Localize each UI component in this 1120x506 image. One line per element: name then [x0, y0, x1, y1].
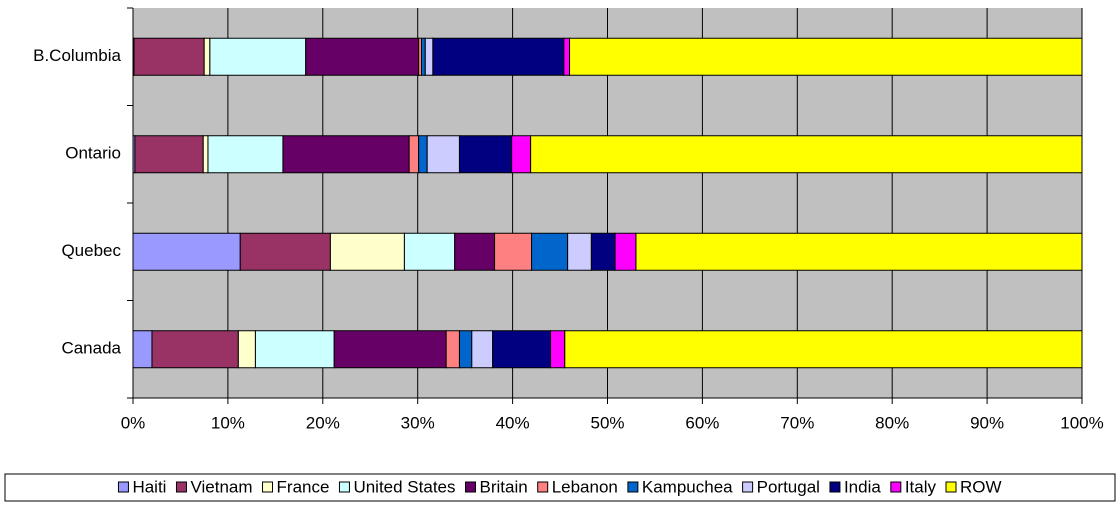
legend: Haiti Vietnam France United States Britain Le… [117, 477, 1002, 496]
bar-segment [550, 330, 566, 369]
bar-segment [424, 37, 434, 76]
bar-segment [203, 37, 211, 76]
bar-segment [635, 232, 1083, 271]
legend-label: Lebanon [552, 477, 618, 496]
legend-swatch [338, 481, 350, 493]
bar-segment [511, 135, 532, 174]
bar-segment [418, 135, 428, 174]
bar-segment [329, 232, 405, 271]
legend-label: ROW [960, 477, 1002, 496]
legend-label: France [277, 477, 330, 496]
legend-swatch [627, 481, 639, 493]
bar-segment [207, 135, 284, 174]
bar-segment [458, 330, 473, 369]
legend-label: Haiti [132, 477, 166, 496]
y-tick-label: Canada [61, 339, 121, 358]
bar-segment [531, 232, 569, 271]
y-tick-label: Ontario [65, 144, 121, 163]
bar-segment [563, 37, 571, 76]
bar-segment [420, 37, 426, 76]
legend-box [4, 473, 1116, 502]
bar-segment [426, 135, 460, 174]
legend-swatch [945, 481, 957, 493]
bar-segment [282, 135, 410, 174]
bar-segment [471, 330, 494, 369]
bar-segment [567, 232, 592, 271]
x-tick-label: 70% [780, 413, 814, 432]
x-tick-label: 30% [401, 413, 435, 432]
legend-swatch [465, 481, 477, 493]
legend-swatch [262, 481, 274, 493]
x-tick-label: 90% [970, 413, 1004, 432]
x-tick-label: 60% [685, 413, 719, 432]
bar-segment [202, 135, 209, 174]
bar-segment [333, 330, 447, 369]
x-tick-label: 50% [590, 413, 624, 432]
bar-segment [458, 135, 513, 174]
bar-segment [151, 330, 239, 369]
bar-segment [209, 37, 307, 76]
legend-label: India [844, 477, 881, 496]
x-tick-label: 20% [306, 413, 340, 432]
bar-segment [254, 330, 335, 369]
bar-segment [564, 330, 1083, 369]
bar-segment [492, 330, 552, 369]
x-tick-label: 40% [496, 413, 530, 432]
bar-segment [614, 232, 637, 271]
legend-label: United States [353, 477, 455, 496]
legend-swatch [175, 481, 187, 493]
x-tick-label: 80% [875, 413, 909, 432]
bar-segment [403, 232, 456, 271]
bar-segment [432, 37, 565, 76]
y-tick-label: Quebec [61, 241, 121, 260]
legend-label: Kampuchea [642, 477, 733, 496]
x-tick-label: 100% [1060, 413, 1103, 432]
bar-segment [132, 330, 153, 369]
bar-segment [134, 135, 204, 174]
bar-segment [408, 135, 420, 174]
bar-segment [132, 232, 241, 271]
legend-swatch [742, 481, 754, 493]
legend-swatch [829, 481, 841, 493]
x-tick-label: 10% [211, 413, 245, 432]
bar-segment [454, 232, 496, 271]
bar-segment [445, 330, 460, 369]
legend-label: Italy [905, 477, 937, 496]
legend-label: Britain [480, 477, 528, 496]
bar-segment [237, 330, 256, 369]
y-tick-label: B.Columbia [33, 46, 121, 65]
bar-segment [305, 37, 420, 76]
bar-segment [590, 232, 616, 271]
legend-swatch [890, 481, 902, 493]
x-tick-label: 0% [121, 413, 146, 432]
legend-label: Portugal [757, 477, 820, 496]
bar-segment [494, 232, 533, 271]
bar-segment [239, 232, 331, 271]
bar-segment [530, 135, 1083, 174]
bar-segment [569, 37, 1083, 76]
legend-swatch [117, 481, 129, 493]
legend-swatch [537, 481, 549, 493]
legend-label: Vietnam [190, 477, 252, 496]
bar-segment [133, 37, 205, 76]
